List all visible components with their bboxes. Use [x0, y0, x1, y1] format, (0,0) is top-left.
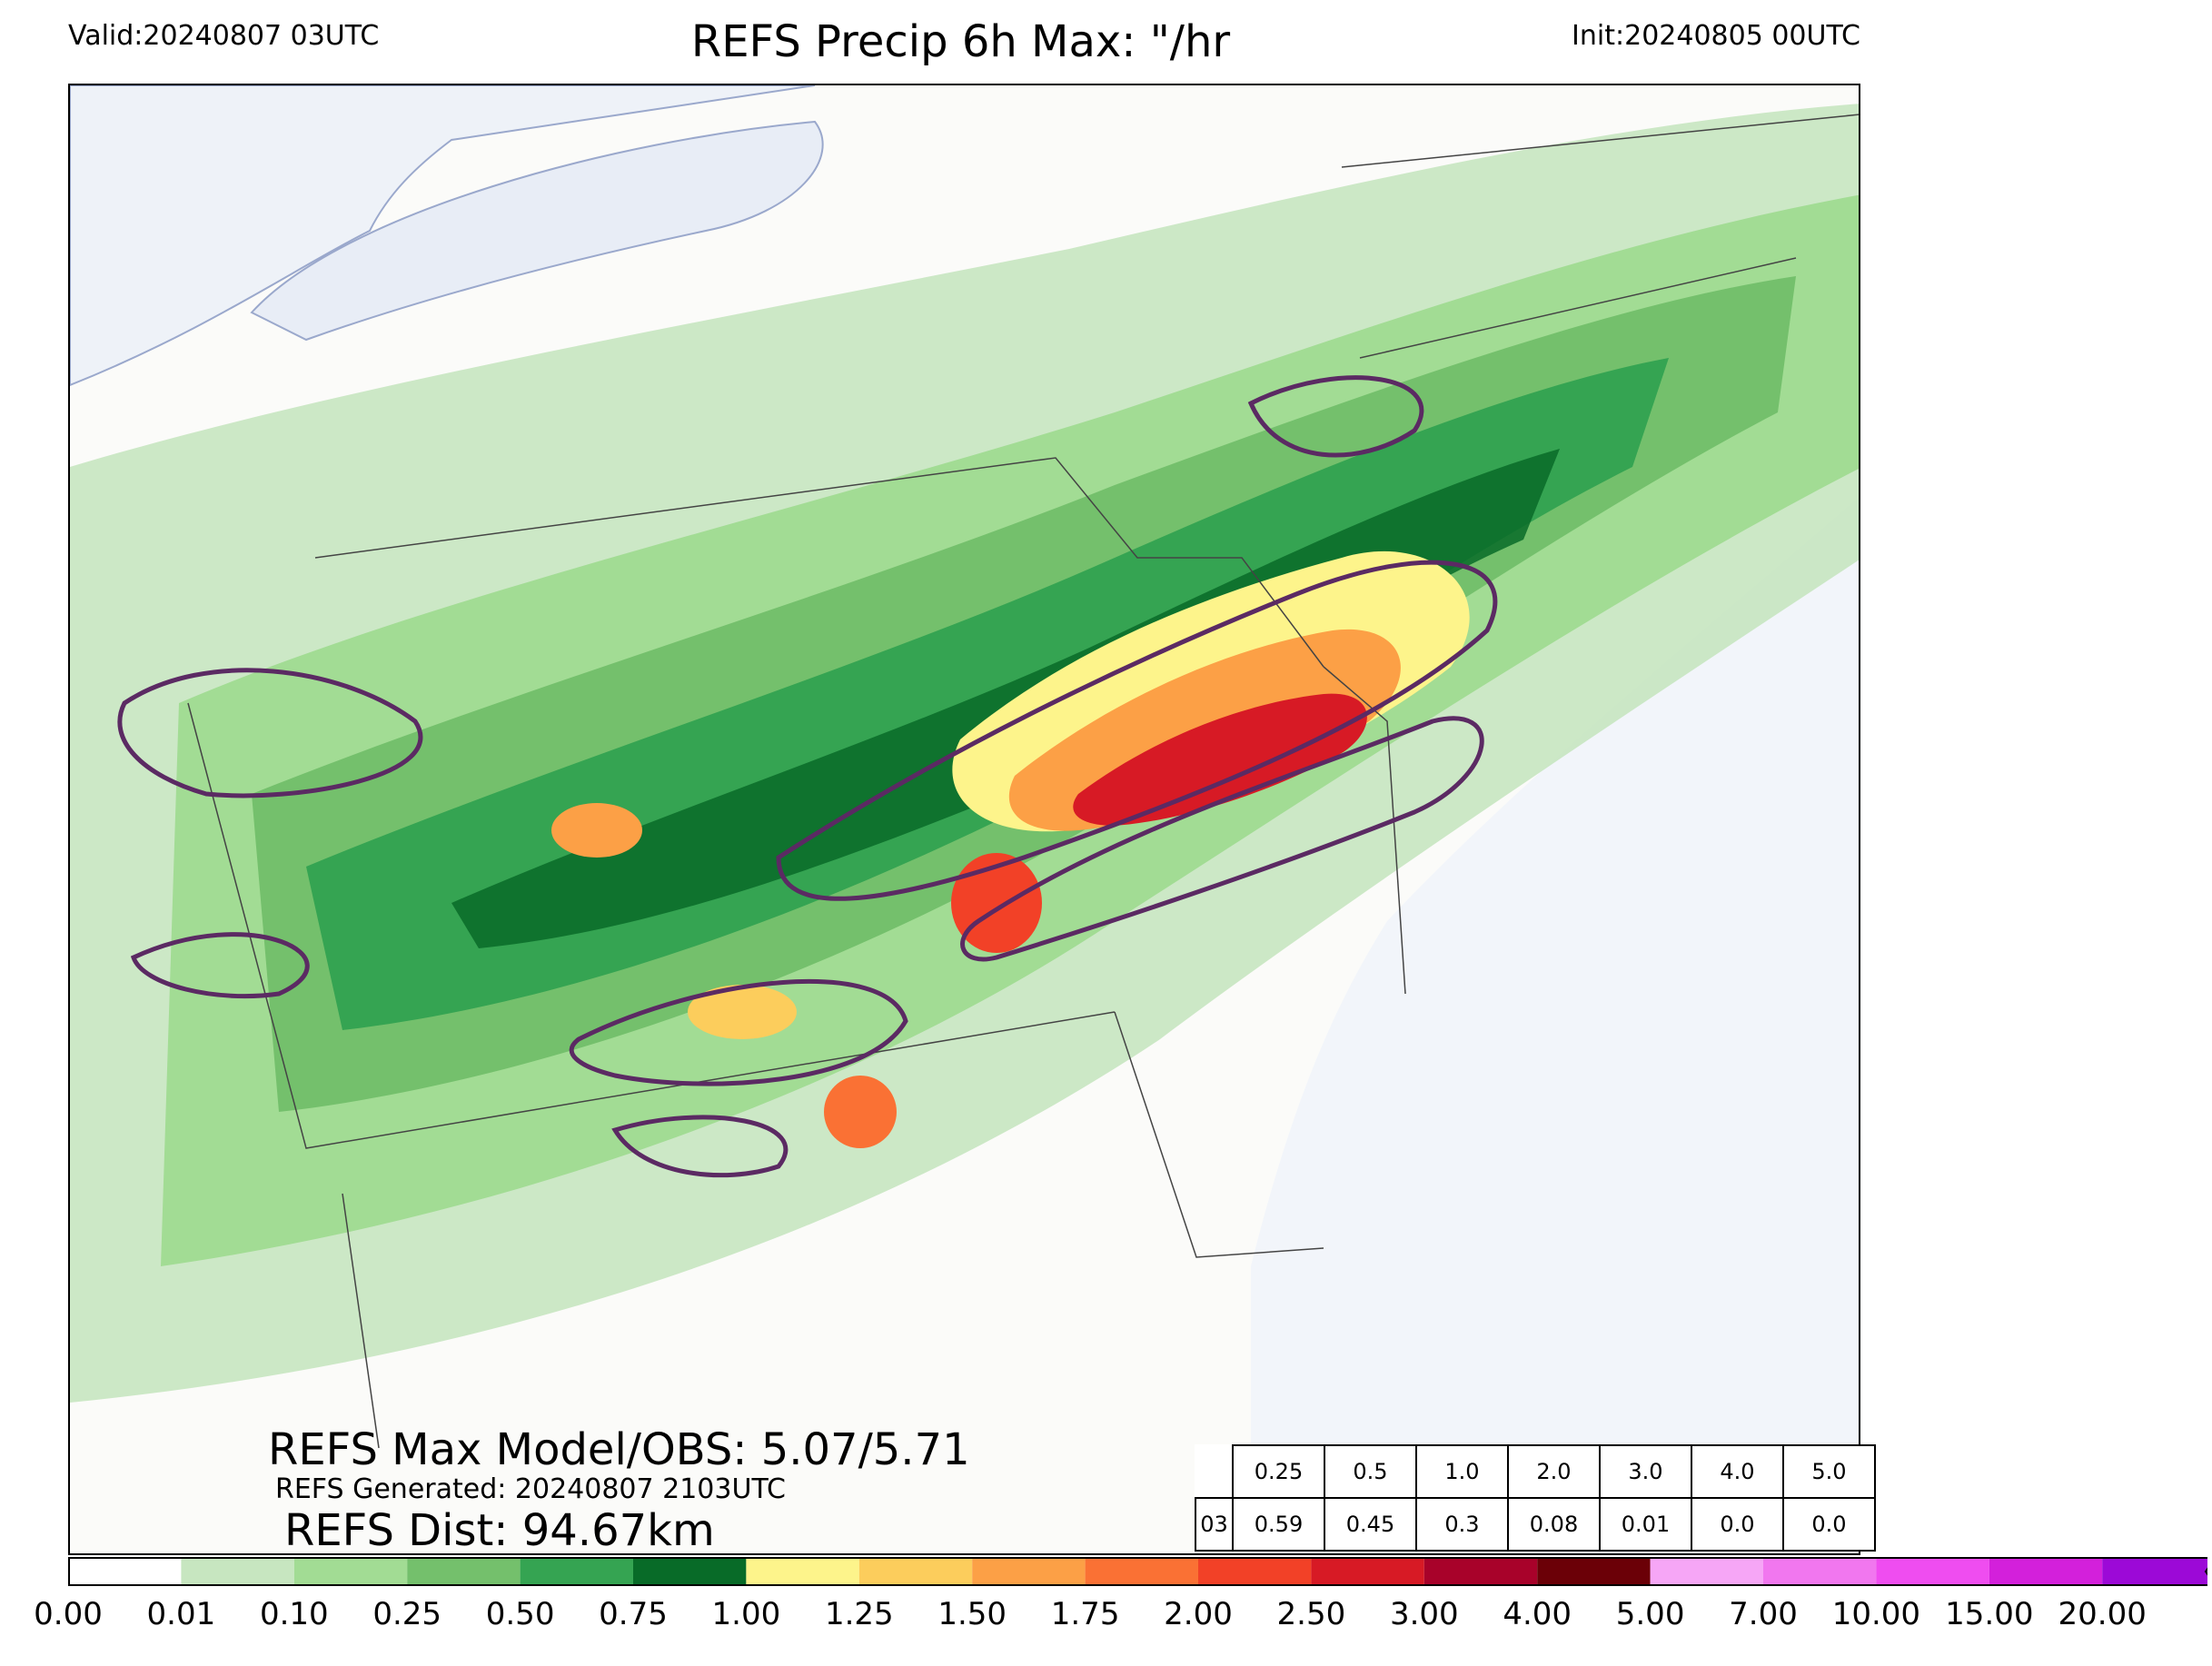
colorbar-segment — [858, 1558, 973, 1585]
threshold-cell: 4.0 — [1691, 1444, 1784, 1499]
threshold-cell: 1.0 — [1415, 1444, 1509, 1499]
value-cell: 0.59 — [1232, 1497, 1325, 1552]
precip-cell-central — [951, 853, 1042, 953]
value-cell: 0.3 — [1415, 1497, 1509, 1552]
distance-label: REFS Dist: 94.67km — [284, 1505, 715, 1556]
colorbar-tick-label: 0.50 — [485, 1596, 555, 1632]
colorbar-segment — [68, 1558, 182, 1585]
precip-cell-sw — [688, 985, 797, 1039]
map-panel — [68, 84, 1860, 1555]
colorbar-segment — [2102, 1558, 2207, 1585]
threshold-cell: 3.0 — [1599, 1444, 1692, 1499]
value-cell: 0.08 — [1507, 1497, 1601, 1552]
colorbar-tick-label: 0.25 — [372, 1596, 442, 1632]
colorbar-segment — [181, 1558, 294, 1585]
colorbar-outline — [68, 1557, 2207, 1586]
threshold-value-row: 03 0.59 0.45 0.3 0.08 0.01 0.0 0.0 — [1195, 1497, 1876, 1552]
colorbar-tick-label: 4.00 — [1503, 1596, 1572, 1632]
colorbar-segment — [520, 1558, 633, 1585]
colorbar-segment — [972, 1558, 1086, 1585]
colorbar-tick-label: 1.00 — [711, 1596, 781, 1632]
colorbar-tick-label: 2.50 — [1276, 1596, 1346, 1632]
precip-cell-west — [551, 803, 642, 858]
value-cell: 0.0 — [1691, 1497, 1784, 1552]
colorbar-tick-label: 1.25 — [824, 1596, 894, 1632]
colorbar-tick-label: 1.50 — [937, 1596, 1007, 1632]
precip-map — [70, 85, 1859, 1553]
colorbar-segment — [1763, 1558, 1877, 1585]
generated-time-label: REFS Generated: 20240807 2103UTC — [275, 1473, 786, 1505]
threshold-cell: 5.0 — [1782, 1444, 1876, 1499]
page-title: REFS Precip 6h Max: "/hr — [690, 16, 1231, 67]
colorbar-segment — [1311, 1558, 1424, 1585]
max-model-obs-label: REFS Max Model/OBS: 5.07/5.71 — [268, 1424, 970, 1475]
value-cell: 0.45 — [1324, 1497, 1417, 1552]
colorbar-segment — [1876, 1558, 1989, 1585]
value-cell: 0.01 — [1599, 1497, 1692, 1552]
precip-200-band — [1073, 693, 1367, 826]
colorbar-segment — [746, 1558, 859, 1585]
precip-075-band — [451, 449, 1560, 948]
colorbar-extend-arrow — [2204, 1567, 2207, 1576]
colorbar-tick-label: 7.00 — [1729, 1596, 1798, 1632]
colorbar-segment — [1537, 1558, 1651, 1585]
colorbar-tick-label: 5.00 — [1615, 1596, 1685, 1632]
lake-ontario — [250, 120, 824, 342]
colorbar-segment — [1650, 1558, 1763, 1585]
colorbar-tick-label: 3.00 — [1389, 1596, 1459, 1632]
colorbar-tick-label: 0.01 — [146, 1596, 216, 1632]
state-borders — [187, 114, 1859, 1449]
row-label: 03 — [1195, 1497, 1234, 1552]
value-cell: 0.0 — [1782, 1497, 1876, 1552]
threshold-cell: 0.5 — [1324, 1444, 1417, 1499]
colorbar-segment — [293, 1558, 408, 1585]
colorbar-segment — [1085, 1558, 1198, 1585]
colorbar-tick-label: 0.75 — [599, 1596, 668, 1632]
colorbar-segment — [407, 1558, 521, 1585]
threshold-cell: 2.0 — [1507, 1444, 1601, 1499]
threshold-cell: 0.25 — [1232, 1444, 1325, 1499]
colorbar-segment — [633, 1558, 747, 1585]
colorbar-tick-labels: 0.00 0.01 0.10 0.25 0.50 0.75 1.00 1.25 1.50 1.75… — [0, 1596, 2212, 1641]
colorbar-tick-label: 10.00 — [1831, 1596, 1921, 1632]
threshold-header-row: 0.25 0.5 1.0 2.0 3.0 4.0 5.0 — [1195, 1444, 1876, 1499]
probability-contours — [117, 375, 1498, 1178]
colorbar-segment — [1989, 1558, 2103, 1585]
colorbar-tick-label: 2.00 — [1164, 1596, 1233, 1632]
colorbar-tick-label: 1.75 — [1050, 1596, 1120, 1632]
precip-cell-south — [824, 1076, 897, 1148]
colorbar-tick-label: 0.00 — [34, 1596, 103, 1632]
atlantic-ocean — [1251, 497, 1859, 1553]
colorbar-segment — [1423, 1558, 1538, 1585]
colorbar-tick-label: 0.10 — [259, 1596, 329, 1632]
lake-erie — [70, 85, 816, 387]
init-time: Init:20240805 00UTC — [1572, 20, 1860, 52]
threshold-stats-table: 0.25 0.5 1.0 2.0 3.0 4.0 5.0 03 0.59 0.4… — [1195, 1444, 1876, 1552]
valid-time: Valid:20240807 03UTC — [68, 20, 380, 52]
colorbar-tick-label: 20.00 — [2058, 1596, 2147, 1632]
colorbar-segment — [1198, 1558, 1312, 1585]
colorbar-tick-label: 15.00 — [1945, 1596, 2034, 1632]
colorbar — [68, 1557, 2207, 1586]
